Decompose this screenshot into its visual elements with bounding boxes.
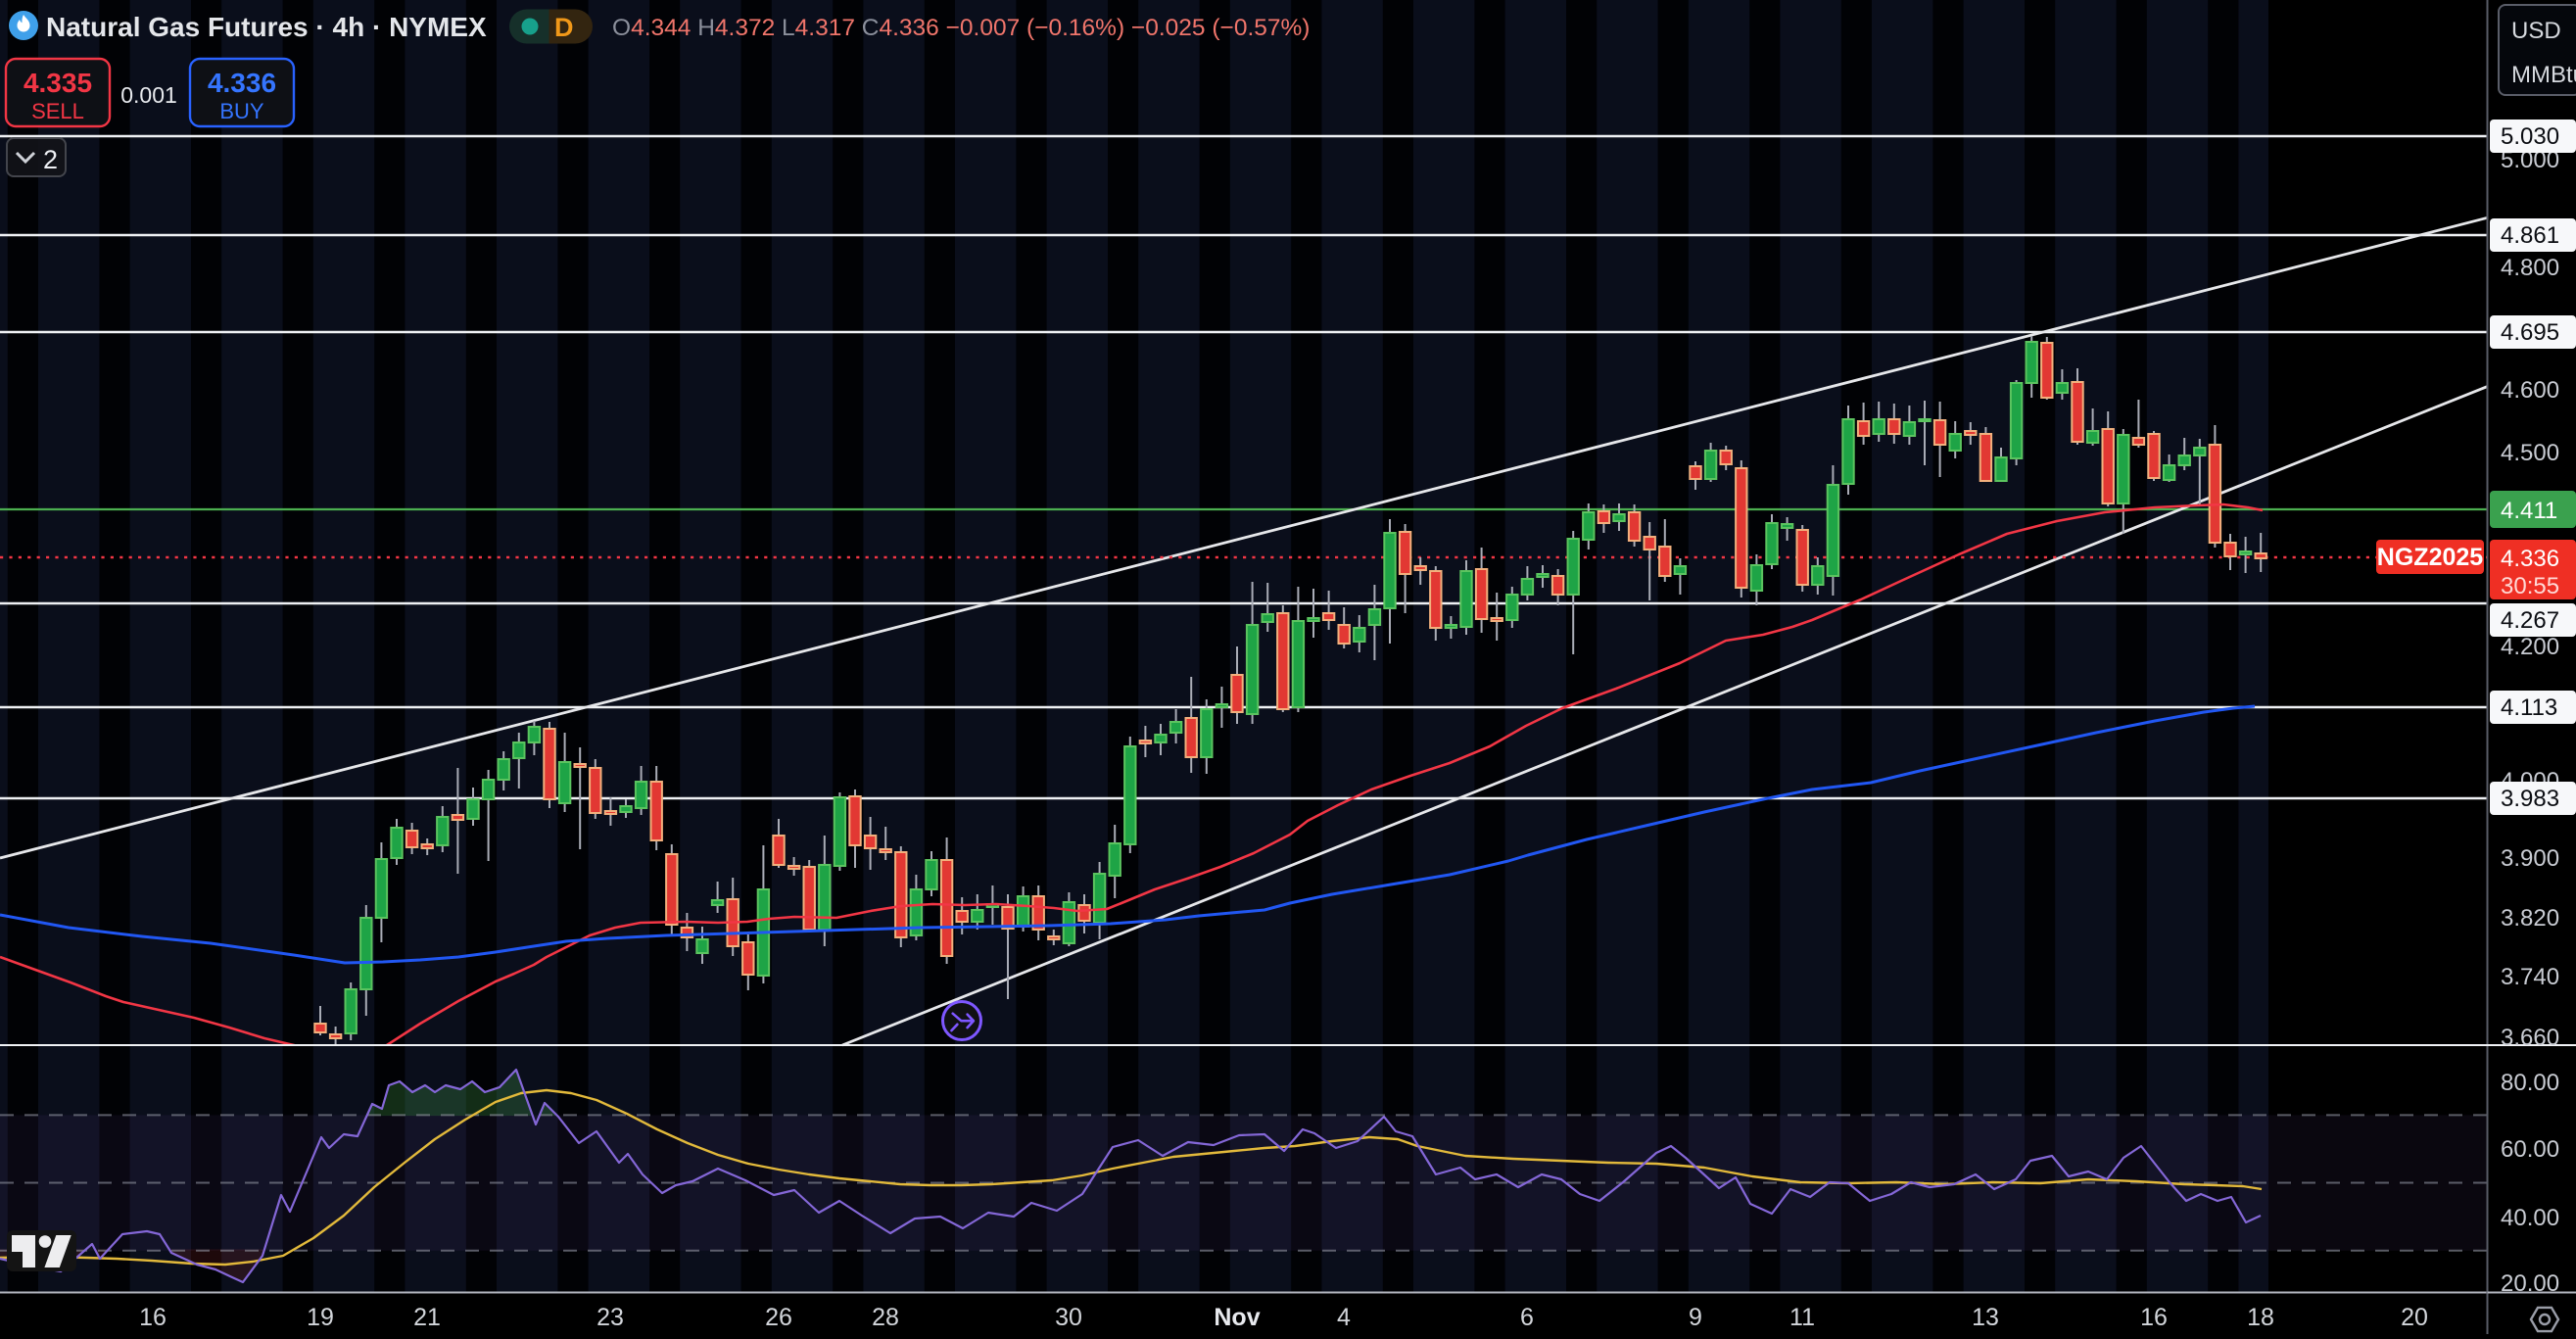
svg-text:NGZ2025: NGZ2025 xyxy=(2377,544,2483,571)
svg-text:9: 9 xyxy=(1689,1304,1702,1331)
svg-text:30: 30 xyxy=(1055,1304,1082,1331)
svg-text:SELL: SELL xyxy=(31,99,84,123)
svg-text:3.820: 3.820 xyxy=(2501,905,2559,932)
svg-text:0.001: 0.001 xyxy=(120,82,177,108)
svg-text:3.900: 3.900 xyxy=(2501,845,2559,872)
svg-text:6: 6 xyxy=(1520,1304,1534,1331)
svg-text:13: 13 xyxy=(1972,1304,1999,1331)
svg-text:60.00: 60.00 xyxy=(2501,1136,2559,1163)
svg-text:USD: USD xyxy=(2511,18,2561,44)
svg-text:BUY: BUY xyxy=(219,99,264,123)
svg-text:30:55: 30:55 xyxy=(2501,573,2559,599)
svg-text:80.00: 80.00 xyxy=(2501,1070,2559,1096)
svg-text:MMBtu: MMBtu xyxy=(2511,62,2576,88)
svg-text:4: 4 xyxy=(1337,1304,1351,1331)
svg-text:4.800: 4.800 xyxy=(2501,255,2559,281)
svg-text:4.335: 4.335 xyxy=(24,68,92,98)
svg-text:3.740: 3.740 xyxy=(2501,964,2559,990)
svg-text:4.336: 4.336 xyxy=(2501,546,2559,572)
svg-text:16: 16 xyxy=(2140,1304,2168,1331)
svg-text:Nov: Nov xyxy=(1214,1304,1260,1331)
svg-text:26: 26 xyxy=(765,1304,792,1331)
svg-text:4.113: 4.113 xyxy=(2501,694,2557,721)
svg-text:4.500: 4.500 xyxy=(2501,440,2559,466)
svg-text:4.200: 4.200 xyxy=(2501,634,2559,660)
svg-text:5.030: 5.030 xyxy=(2501,123,2559,150)
svg-text:Natural Gas Futures · 4h · NYM: Natural Gas Futures · 4h · NYMEX xyxy=(46,12,487,42)
svg-text:20.00: 20.00 xyxy=(2501,1270,2559,1297)
svg-text:4.336: 4.336 xyxy=(208,68,276,98)
svg-text:2: 2 xyxy=(43,145,58,174)
svg-text:40.00: 40.00 xyxy=(2501,1205,2559,1231)
svg-text:21: 21 xyxy=(413,1304,441,1331)
svg-text:O4.344 H4.372 L4.317 C4.336 −0: O4.344 H4.372 L4.317 C4.336 −0.007 (−0.1… xyxy=(612,15,1310,41)
svg-text:16: 16 xyxy=(139,1304,167,1331)
svg-text:28: 28 xyxy=(872,1304,899,1331)
svg-text:19: 19 xyxy=(307,1304,334,1331)
svg-text:11: 11 xyxy=(1789,1304,1815,1331)
svg-text:18: 18 xyxy=(2247,1304,2274,1331)
svg-text:3.983: 3.983 xyxy=(2501,786,2559,812)
svg-text:23: 23 xyxy=(596,1304,624,1331)
svg-text:4.411: 4.411 xyxy=(2501,498,2557,524)
svg-text:4.695: 4.695 xyxy=(2501,319,2559,346)
svg-text:20: 20 xyxy=(2401,1304,2428,1331)
svg-text:4.600: 4.600 xyxy=(2501,377,2559,404)
svg-text:D: D xyxy=(554,13,574,42)
svg-text:4.861: 4.861 xyxy=(2501,222,2559,249)
svg-text:4.267: 4.267 xyxy=(2501,607,2559,634)
svg-text:3.660: 3.660 xyxy=(2501,1025,2559,1051)
